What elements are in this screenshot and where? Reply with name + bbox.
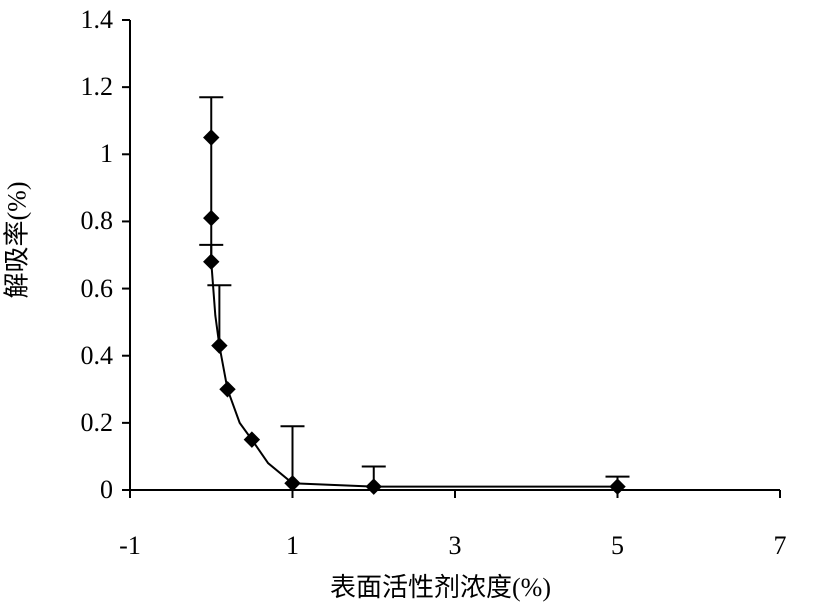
x-tick-label: 7 xyxy=(774,531,787,561)
x-tick-label: -1 xyxy=(119,531,141,561)
y-tick-label: 1 xyxy=(100,139,113,169)
plot-area xyxy=(130,20,780,490)
y-tick-label: 0.2 xyxy=(81,408,114,438)
x-axis-label: 表面活性剂浓度(%) xyxy=(330,567,551,604)
y-axis-label: 解吸率(%) xyxy=(0,182,34,299)
x-tick-label: 3 xyxy=(449,531,462,561)
x-tick-label: 1 xyxy=(286,531,299,561)
y-tick-label: 0 xyxy=(100,475,113,505)
x-tick-label: 5 xyxy=(611,531,624,561)
y-tick-label: 0.4 xyxy=(81,341,114,371)
y-tick-label: 1.4 xyxy=(81,5,114,35)
chart-svg xyxy=(130,20,780,490)
chart-container: 解吸率(%) 表面活性剂浓度(%) 0 0.2 0.4 0.6 0.8 1 1.2 1.4 -… xyxy=(0,0,813,616)
y-tick-label: 1.2 xyxy=(81,72,114,102)
y-tick-label: 0.8 xyxy=(81,206,114,236)
y-tick-label: 0.6 xyxy=(81,274,114,304)
